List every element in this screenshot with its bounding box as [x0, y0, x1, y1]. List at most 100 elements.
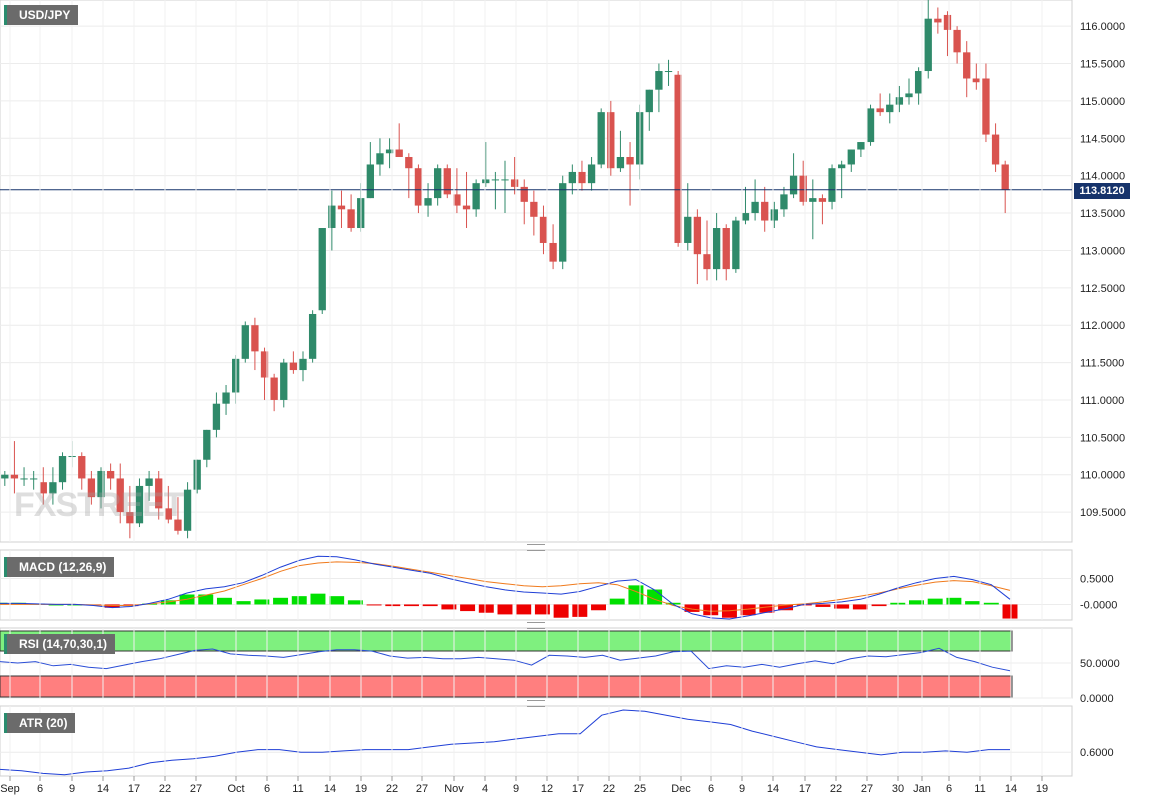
- macd-tick-label: -0.0000: [1080, 599, 1117, 611]
- candle-down: [289, 362, 298, 371]
- symbol-label: USD/JPY: [4, 5, 79, 25]
- macd-histogram-bar: [946, 597, 962, 605]
- price-panel-border: [0, 0, 1073, 543]
- macd-axis: 0.5000 -0.0000: [1080, 574, 1117, 612]
- candle-down: [934, 18, 942, 23]
- candle-up: [203, 429, 211, 460]
- candle-up: [97, 470, 105, 498]
- candle-up: [828, 168, 836, 202]
- candle-down: [395, 149, 403, 157]
- macd-histogram-bar: [796, 604, 812, 606]
- macd-histogram-bar: [67, 604, 83, 606]
- candle-down: [982, 78, 990, 135]
- price-tick-label: 111.5000: [1080, 358, 1124, 370]
- macd-histogram-bar: [553, 604, 569, 618]
- time-tick-label: 27: [416, 783, 428, 795]
- candle-up: [741, 213, 750, 221]
- panel-resize-handle[interactable]: [527, 544, 545, 551]
- candle-down: [703, 254, 711, 270]
- candle-up: [1, 474, 9, 479]
- candle-up: [58, 456, 67, 483]
- price-tick-label: 111.0000: [1080, 395, 1124, 407]
- candle-up: [895, 97, 904, 105]
- time-tick-label: 27: [190, 783, 202, 795]
- macd-histogram-bar: [534, 604, 550, 615]
- candle-down: [462, 205, 471, 210]
- macd-histogram-bar: [983, 602, 999, 605]
- time-tick-label: Dec: [671, 783, 691, 795]
- atr-panel-border: [0, 705, 1073, 777]
- candle-up: [857, 142, 865, 150]
- candle-down: [722, 228, 730, 270]
- time-tick-label: 6: [264, 783, 270, 795]
- candle-down: [510, 179, 519, 187]
- candle-down: [607, 112, 615, 169]
- time-tick-label: 19: [355, 783, 367, 795]
- rsi-line: [0, 647, 1011, 672]
- time-tick-label: Oct: [227, 783, 244, 795]
- candle-down: [260, 351, 269, 378]
- macd-histogram-bar: [385, 604, 401, 607]
- price-tick-label: 110.5000: [1080, 432, 1125, 444]
- price-tick-label: 115.0000: [1080, 96, 1125, 108]
- macd-signal-line: [0, 561, 1011, 612]
- candle-up: [655, 71, 663, 90]
- candle-down: [414, 168, 423, 206]
- time-tick-label: 17: [799, 783, 811, 795]
- macd-histogram-bar: [48, 604, 64, 606]
- candle-down: [164, 508, 172, 520]
- candle-up: [732, 220, 740, 270]
- candle-down: [405, 156, 413, 169]
- candle-down: [674, 74, 682, 243]
- macd-histogram-bar: [665, 602, 681, 605]
- macd-panel: 0.5000 -0.0000: [0, 549, 1117, 621]
- candle-down: [126, 512, 134, 524]
- macd-histogram-bar: [329, 596, 345, 605]
- candle-up: [145, 478, 153, 486]
- candle-up: [914, 71, 923, 94]
- candle-up: [30, 478, 38, 480]
- candle-up: [482, 179, 490, 184]
- macd-histogram-bar: [852, 604, 868, 610]
- time-tick-label: 17: [128, 783, 140, 795]
- rsi-axis: 50.0000 0.0000: [1080, 658, 1120, 705]
- atr-tick-label: 0.6000: [1080, 747, 1114, 759]
- candle-up: [280, 362, 288, 400]
- price-panel: 116.0000 115.5000 115.0000 114.5000 114.0000…: [0, 0, 1126, 543]
- atr-line: [0, 709, 1010, 776]
- candle-down: [972, 78, 980, 83]
- price-tick-label: 113.0000: [1080, 245, 1125, 257]
- panel-resize-handle[interactable]: [527, 622, 545, 629]
- candle-up: [645, 89, 653, 113]
- macd-histogram-bar: [628, 585, 644, 605]
- candle-down: [549, 242, 557, 262]
- macd-histogram-bar: [273, 597, 289, 605]
- candle-up: [616, 156, 625, 169]
- rsi-panel: 50.0000 0.0000: [0, 627, 1120, 705]
- candle-up: [597, 112, 605, 165]
- candle-up: [780, 194, 788, 210]
- macd-histogram-bar: [235, 601, 251, 605]
- price-tick-label: 109.5000: [1080, 507, 1126, 519]
- macd-histogram-bar: [871, 604, 887, 607]
- rsi-tick-label: 0.0000: [1080, 693, 1114, 705]
- macd-histogram-bar: [591, 604, 606, 611]
- candle-down: [1001, 164, 1009, 190]
- macd-histogram-bar: [834, 604, 850, 609]
- macd-histogram-bar: [254, 599, 270, 605]
- candle-down: [530, 201, 538, 217]
- time-tick-label: 30: [892, 783, 904, 795]
- time-tick-label: 6: [37, 783, 43, 795]
- macd-histogram-bar: [478, 604, 494, 613]
- candle-down: [251, 325, 259, 352]
- time-tick-label: 4: [482, 783, 488, 795]
- time-tick-label: 19: [1036, 783, 1048, 795]
- candle-down: [626, 156, 634, 165]
- panel-resize-handle[interactable]: [527, 700, 545, 707]
- candle-down: [10, 474, 19, 479]
- candle-up: [559, 183, 567, 262]
- time-tick-label: 22: [603, 783, 615, 795]
- price-tick-label: 112.0000: [1080, 320, 1125, 332]
- candle-down: [174, 519, 182, 531]
